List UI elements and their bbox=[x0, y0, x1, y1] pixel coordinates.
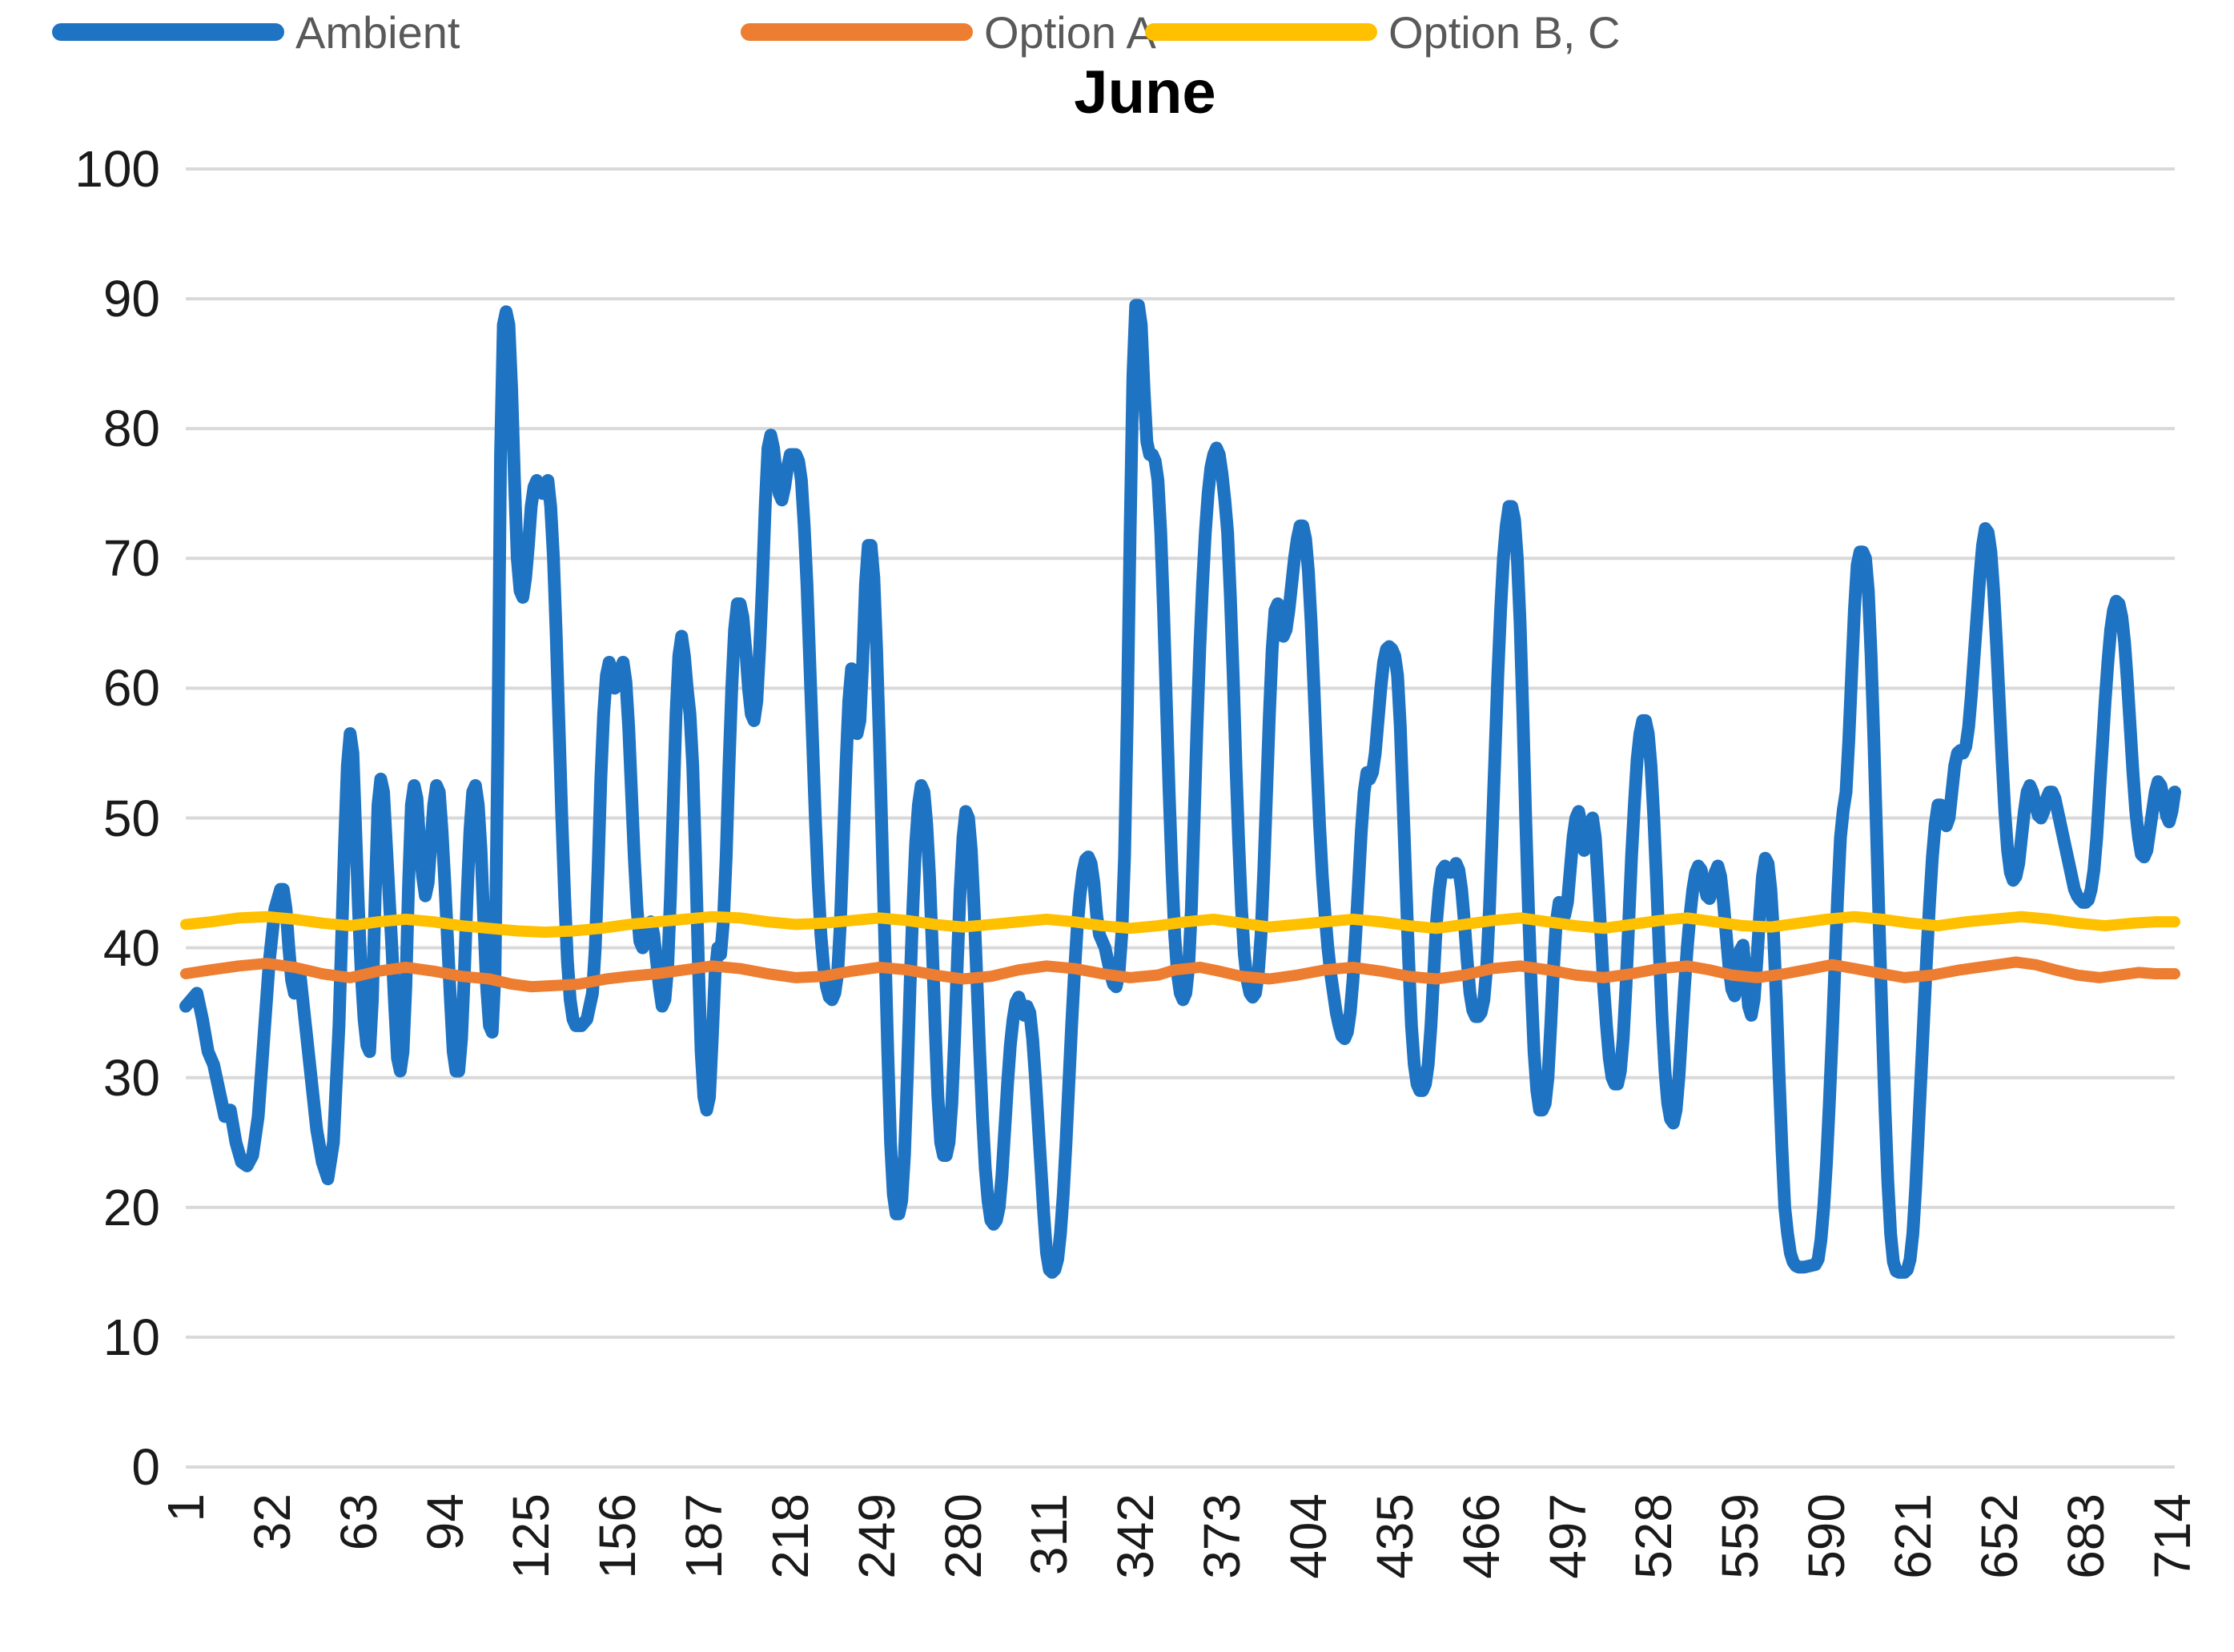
y-axis-label-40: 40 bbox=[102, 918, 160, 977]
y-axis-label-20: 20 bbox=[102, 1178, 160, 1236]
y-axis-label-100: 100 bbox=[74, 140, 160, 198]
x-axis-label-249: 249 bbox=[847, 1493, 906, 1579]
ambient-swatch-icon bbox=[52, 23, 284, 41]
legend-item-option-a: Option A bbox=[741, 6, 1156, 58]
legend-item-ambient: Ambient bbox=[52, 6, 460, 58]
legend-label: Option A bbox=[984, 6, 1156, 58]
y-axis-label-10: 10 bbox=[102, 1308, 160, 1366]
x-axis-label-94: 94 bbox=[416, 1493, 474, 1551]
series-line-option-a bbox=[180, 956, 2180, 993]
y-axis-label-90: 90 bbox=[102, 270, 160, 328]
x-axis-label-497: 497 bbox=[1538, 1493, 1597, 1579]
legend-label: Option B, C bbox=[1388, 6, 1621, 58]
x-axis-label-63: 63 bbox=[329, 1493, 388, 1551]
option-b-c-swatch-icon bbox=[1145, 23, 1377, 41]
legend: Ambient Option A Option B, C bbox=[0, 6, 2234, 58]
legend-item-option-b-c: Option B, C bbox=[1145, 6, 1621, 58]
x-axis-label-373: 373 bbox=[1193, 1493, 1252, 1579]
option-a-swatch-icon bbox=[741, 23, 973, 41]
x-axis-label-652: 652 bbox=[1970, 1493, 2028, 1579]
x-axis-label-528: 528 bbox=[1625, 1493, 1683, 1579]
x-axis-label-1: 1 bbox=[157, 1493, 215, 1522]
y-axis-label-80: 80 bbox=[102, 400, 160, 458]
x-axis-label-559: 559 bbox=[1711, 1493, 1770, 1579]
x-axis-label-125: 125 bbox=[502, 1493, 561, 1579]
x-axis-label-435: 435 bbox=[1365, 1493, 1424, 1579]
x-axis-label-32: 32 bbox=[243, 1493, 301, 1551]
x-axis-label-156: 156 bbox=[589, 1493, 647, 1579]
y-axis-label-30: 30 bbox=[102, 1048, 160, 1107]
x-axis-label-218: 218 bbox=[761, 1493, 819, 1579]
x-axis-label-466: 466 bbox=[1452, 1493, 1510, 1579]
series-line-ambient bbox=[179, 299, 2181, 1279]
y-axis-label-70: 70 bbox=[102, 529, 160, 588]
chart-title: June bbox=[1074, 58, 1216, 127]
x-axis-label-590: 590 bbox=[1798, 1493, 1856, 1579]
y-axis-label-60: 60 bbox=[102, 659, 160, 717]
x-axis-label-714: 714 bbox=[2143, 1493, 2201, 1579]
x-axis-label-342: 342 bbox=[1107, 1493, 1165, 1579]
x-axis-label-280: 280 bbox=[934, 1493, 992, 1579]
legend-label: Ambient bbox=[295, 6, 460, 58]
y-axis-label-0: 0 bbox=[131, 1438, 160, 1496]
x-axis-label-404: 404 bbox=[1280, 1493, 1338, 1579]
y-axis-label-50: 50 bbox=[102, 789, 160, 847]
series-line-option-b-c bbox=[180, 910, 2180, 939]
x-axis-label-187: 187 bbox=[675, 1493, 733, 1579]
x-axis-label-683: 683 bbox=[2056, 1493, 2115, 1579]
x-axis-label-621: 621 bbox=[1883, 1493, 1942, 1579]
x-axis-label-311: 311 bbox=[1020, 1493, 1079, 1576]
